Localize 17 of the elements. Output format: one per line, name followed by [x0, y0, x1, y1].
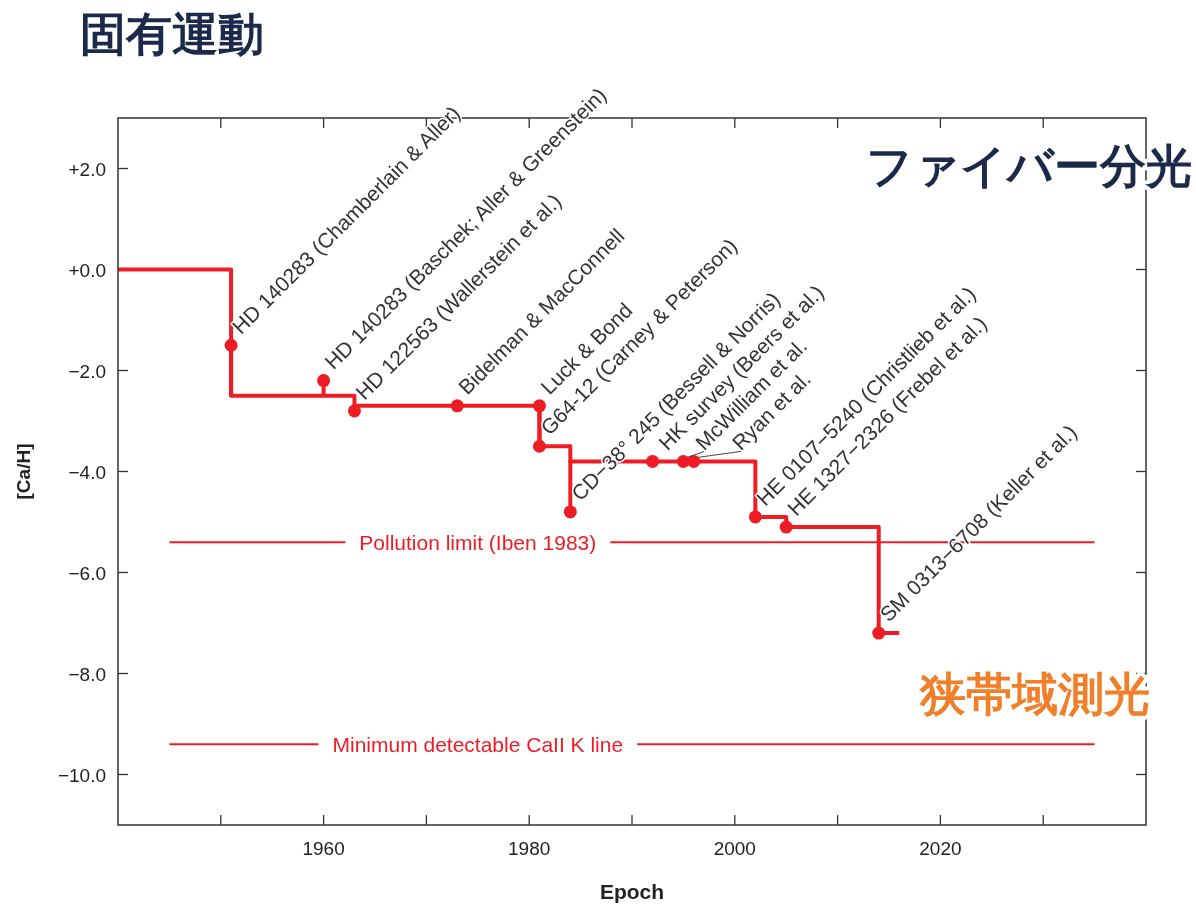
y-tick-label: −10.0: [57, 764, 106, 786]
y-tick-label: −2.0: [68, 360, 106, 382]
x-tick-label: 2000: [713, 838, 756, 859]
y-tick-label: −4.0: [68, 461, 106, 483]
y-axis-title: [Ca/H]: [13, 443, 34, 500]
x-axis-title: Epoch: [599, 880, 665, 903]
x-tick-label: 2020: [919, 838, 962, 859]
chart-title: 固有運動: [80, 8, 264, 60]
ref-line-label: Pollution limit (Iben 1983): [359, 531, 597, 555]
y-tick-label: −6.0: [68, 562, 106, 584]
y-tick-label: +2.0: [68, 158, 106, 180]
x-tick-label: 1980: [508, 838, 551, 859]
ref-line: Minimum detectable CaII K line: [168, 733, 1096, 757]
ref-line-label: Minimum detectable CaII K line: [332, 733, 624, 757]
y-tick-label: +0.0: [68, 259, 106, 281]
y-tick-label: −8.0: [68, 663, 106, 685]
x-tick-label: 1960: [302, 838, 345, 859]
